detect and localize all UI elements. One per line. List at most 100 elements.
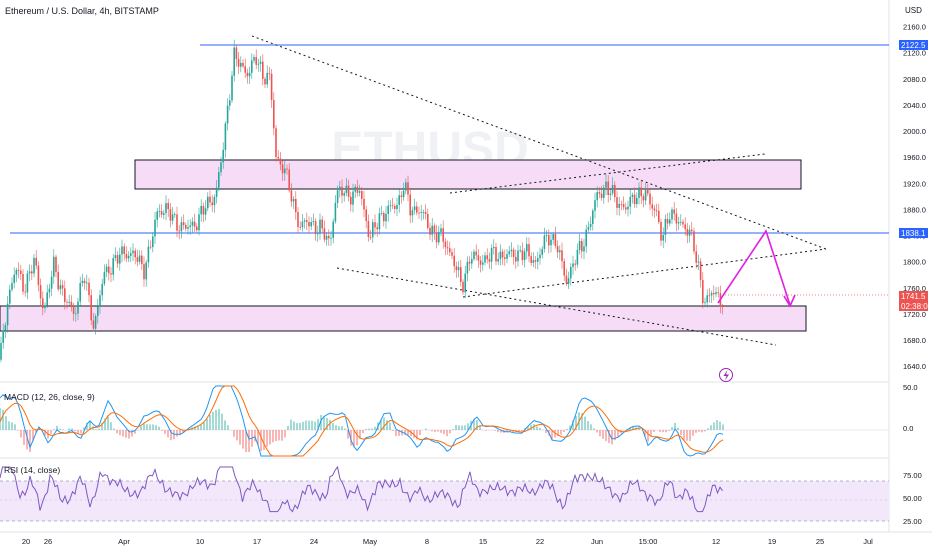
macd-histogram-bar: [383, 417, 385, 430]
price-tick-label: 2000.0: [903, 127, 926, 136]
macd-histogram-bar: [374, 426, 376, 430]
candle: [576, 243, 579, 268]
macd-histogram-bar: [0, 408, 1, 430]
macd-histogram-bar: [416, 430, 418, 440]
resistance-zone[interactable]: [134, 159, 802, 190]
projection-line[interactable]: [717, 229, 791, 306]
price-tick-label: 2080.0: [903, 75, 926, 84]
macd-histogram-bar: [713, 422, 715, 430]
candle: [493, 239, 495, 255]
candle: [449, 241, 451, 256]
macd-histogram-bar: [401, 430, 403, 436]
macd-histogram-bar: [11, 422, 13, 430]
lightning-icon[interactable]: [719, 368, 733, 382]
candle: [673, 201, 675, 221]
candle: [563, 258, 565, 281]
macd-histogram-bar: [593, 428, 595, 430]
macd-histogram-bar: [662, 430, 664, 433]
trendlines[interactable]: [251, 35, 827, 346]
candle: [229, 94, 231, 111]
candle: [572, 255, 574, 275]
macd-histogram-bar: [611, 430, 613, 445]
candle: [193, 213, 196, 232]
macd-histogram-bar: [281, 430, 283, 441]
macd-histogram-bar: [257, 430, 259, 445]
descending-trendline-upper[interactable]: [251, 35, 827, 250]
candle: [374, 214, 376, 236]
macd-histogram-bar: [290, 419, 292, 430]
candle: [515, 249, 517, 269]
macd-histogram-bar: [617, 430, 619, 437]
candle: [86, 274, 88, 291]
candle: [596, 186, 598, 208]
candle: [482, 254, 484, 271]
time-axis[interactable]: 20 26 Apr 10 17 24 May 8 15 22 Jun 15:00 12 19 25 Jul: [22, 537, 873, 546]
candle: [462, 279, 464, 295]
candle: [695, 244, 697, 269]
rsi-tick-label: 75.00: [903, 471, 922, 480]
price-axis[interactable]: 2160.0 2120.0 2080.0 2040.0 2000.0 1960.0 1920…: [903, 23, 926, 372]
symbol-title[interactable]: Ethereum / U.S. Dollar, 4h, BITSTAMP: [5, 6, 159, 16]
candle: [473, 249, 475, 262]
candle: [721, 303, 724, 315]
candle: [669, 212, 671, 227]
macd-histogram-bar: [392, 430, 394, 431]
candle: [268, 67, 271, 81]
candle: [655, 203, 658, 217]
macd-histogram-bar: [242, 430, 244, 449]
macd-histogram-bar: [722, 424, 724, 430]
candle: [270, 69, 273, 108]
candle: [343, 191, 345, 202]
time-tick-label: Jun: [591, 537, 603, 546]
macd-histogram-bar: [554, 430, 556, 438]
rsi-title[interactable]: RSI (14, close): [4, 465, 61, 475]
candle: [92, 312, 95, 332]
macd-histogram-bar: [557, 430, 559, 436]
candle: [451, 248, 453, 260]
candle: [68, 294, 70, 306]
macd-histogram-bar: [518, 430, 520, 432]
descending-trendline-lower[interactable]: [336, 267, 777, 346]
candle: [383, 210, 385, 227]
price-badge-label: 1741.5: [901, 292, 926, 301]
currency-label: USD: [905, 6, 922, 15]
macd-histogram-bar: [170, 430, 172, 441]
time-tick-label: 20: [22, 537, 30, 546]
candle: [281, 160, 284, 181]
candle: [611, 177, 614, 196]
candle: [317, 225, 319, 242]
macd-histogram-bar: [20, 430, 22, 438]
candle: [512, 247, 515, 265]
candle: [565, 268, 568, 286]
macd-histogram-bar: [8, 421, 10, 430]
candle: [475, 244, 477, 261]
candle: [521, 242, 524, 266]
candle: [455, 261, 458, 278]
macd-histogram-bar: [677, 427, 679, 430]
candle: [339, 181, 341, 198]
support-zone[interactable]: [0, 305, 807, 332]
macd-histogram-bar: [95, 429, 97, 430]
candle: [468, 256, 471, 271]
macd-histogram-bar: [698, 430, 700, 432]
macd-histogram-bar: [224, 420, 226, 430]
candle: [691, 221, 693, 236]
candle: [578, 234, 581, 255]
candle: [420, 204, 422, 221]
candle: [607, 175, 609, 203]
projection-path[interactable]: [717, 229, 796, 308]
macd-histogram-bar: [623, 430, 625, 431]
ascending-channel-lower[interactable]: [462, 248, 827, 298]
macd-histogram-bar: [164, 430, 166, 434]
macd-histogram-bar: [26, 430, 28, 450]
macd-histogram-bar: [272, 430, 274, 443]
macd-histogram-bar: [368, 428, 370, 430]
time-tick-label: 22: [536, 537, 544, 546]
candle: [341, 179, 343, 204]
macd-histogram-bar: [236, 430, 238, 441]
candle: [231, 71, 233, 103]
macd-histogram-bar: [653, 430, 655, 432]
candle: [446, 240, 449, 255]
macd-histogram-bar: [572, 420, 574, 430]
macd-title[interactable]: MACD (12, 26, close, 9): [4, 392, 95, 402]
